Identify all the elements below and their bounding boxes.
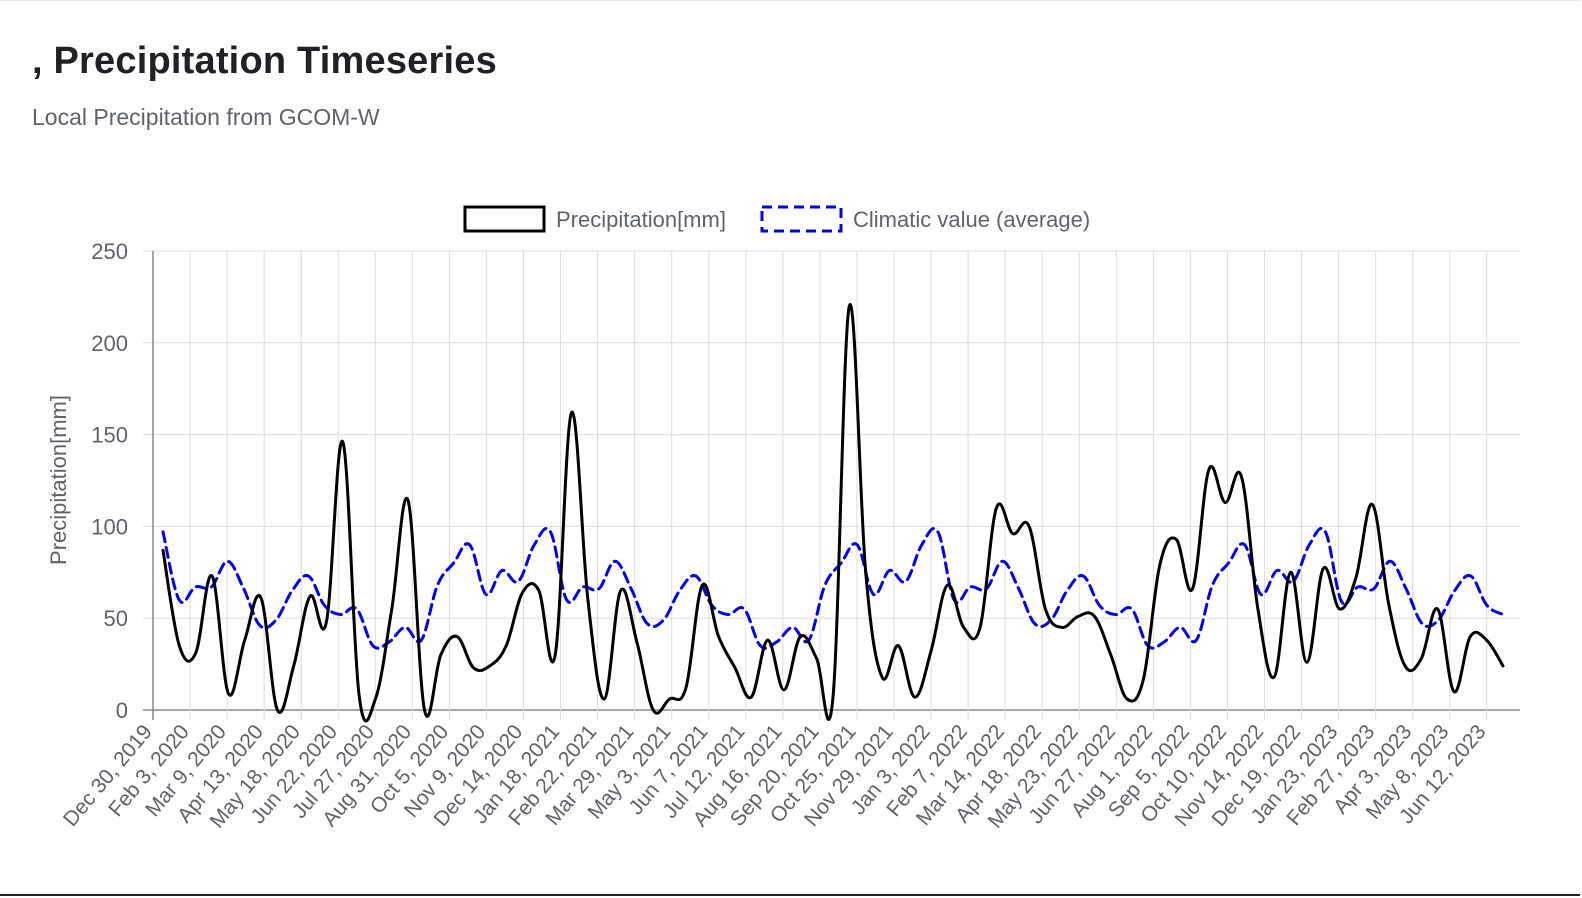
page-title: , Precipitation Timeseries [32, 40, 497, 82]
series-line-precipitation [161, 303, 1505, 723]
legend-swatch-precipitation[interactable] [463, 205, 546, 233]
legend-swatch-climatic[interactable] [760, 205, 843, 233]
grid-layer [143, 250, 1520, 720]
legend-label-precipitation[interactable]: Precipitation[mm] [556, 207, 726, 232]
y-tick-label: 150 [91, 423, 128, 448]
page-subtitle: Local Precipitation from GCOM-W [32, 104, 380, 130]
y-tick-label: 200 [91, 331, 128, 356]
legend-label-climatic[interactable]: Climatic value (average) [853, 207, 1090, 232]
y-tick-label: 50 [104, 606, 128, 631]
series-layer [161, 303, 1505, 723]
legend[interactable]: Precipitation[mm] Climatic value (averag… [463, 205, 1090, 233]
y-tick-label: 250 [91, 239, 128, 264]
y-tick-label: 100 [91, 514, 128, 539]
y-axis-label: Precipitation[mm] [46, 395, 71, 565]
y-tick-label: 0 [116, 698, 128, 723]
